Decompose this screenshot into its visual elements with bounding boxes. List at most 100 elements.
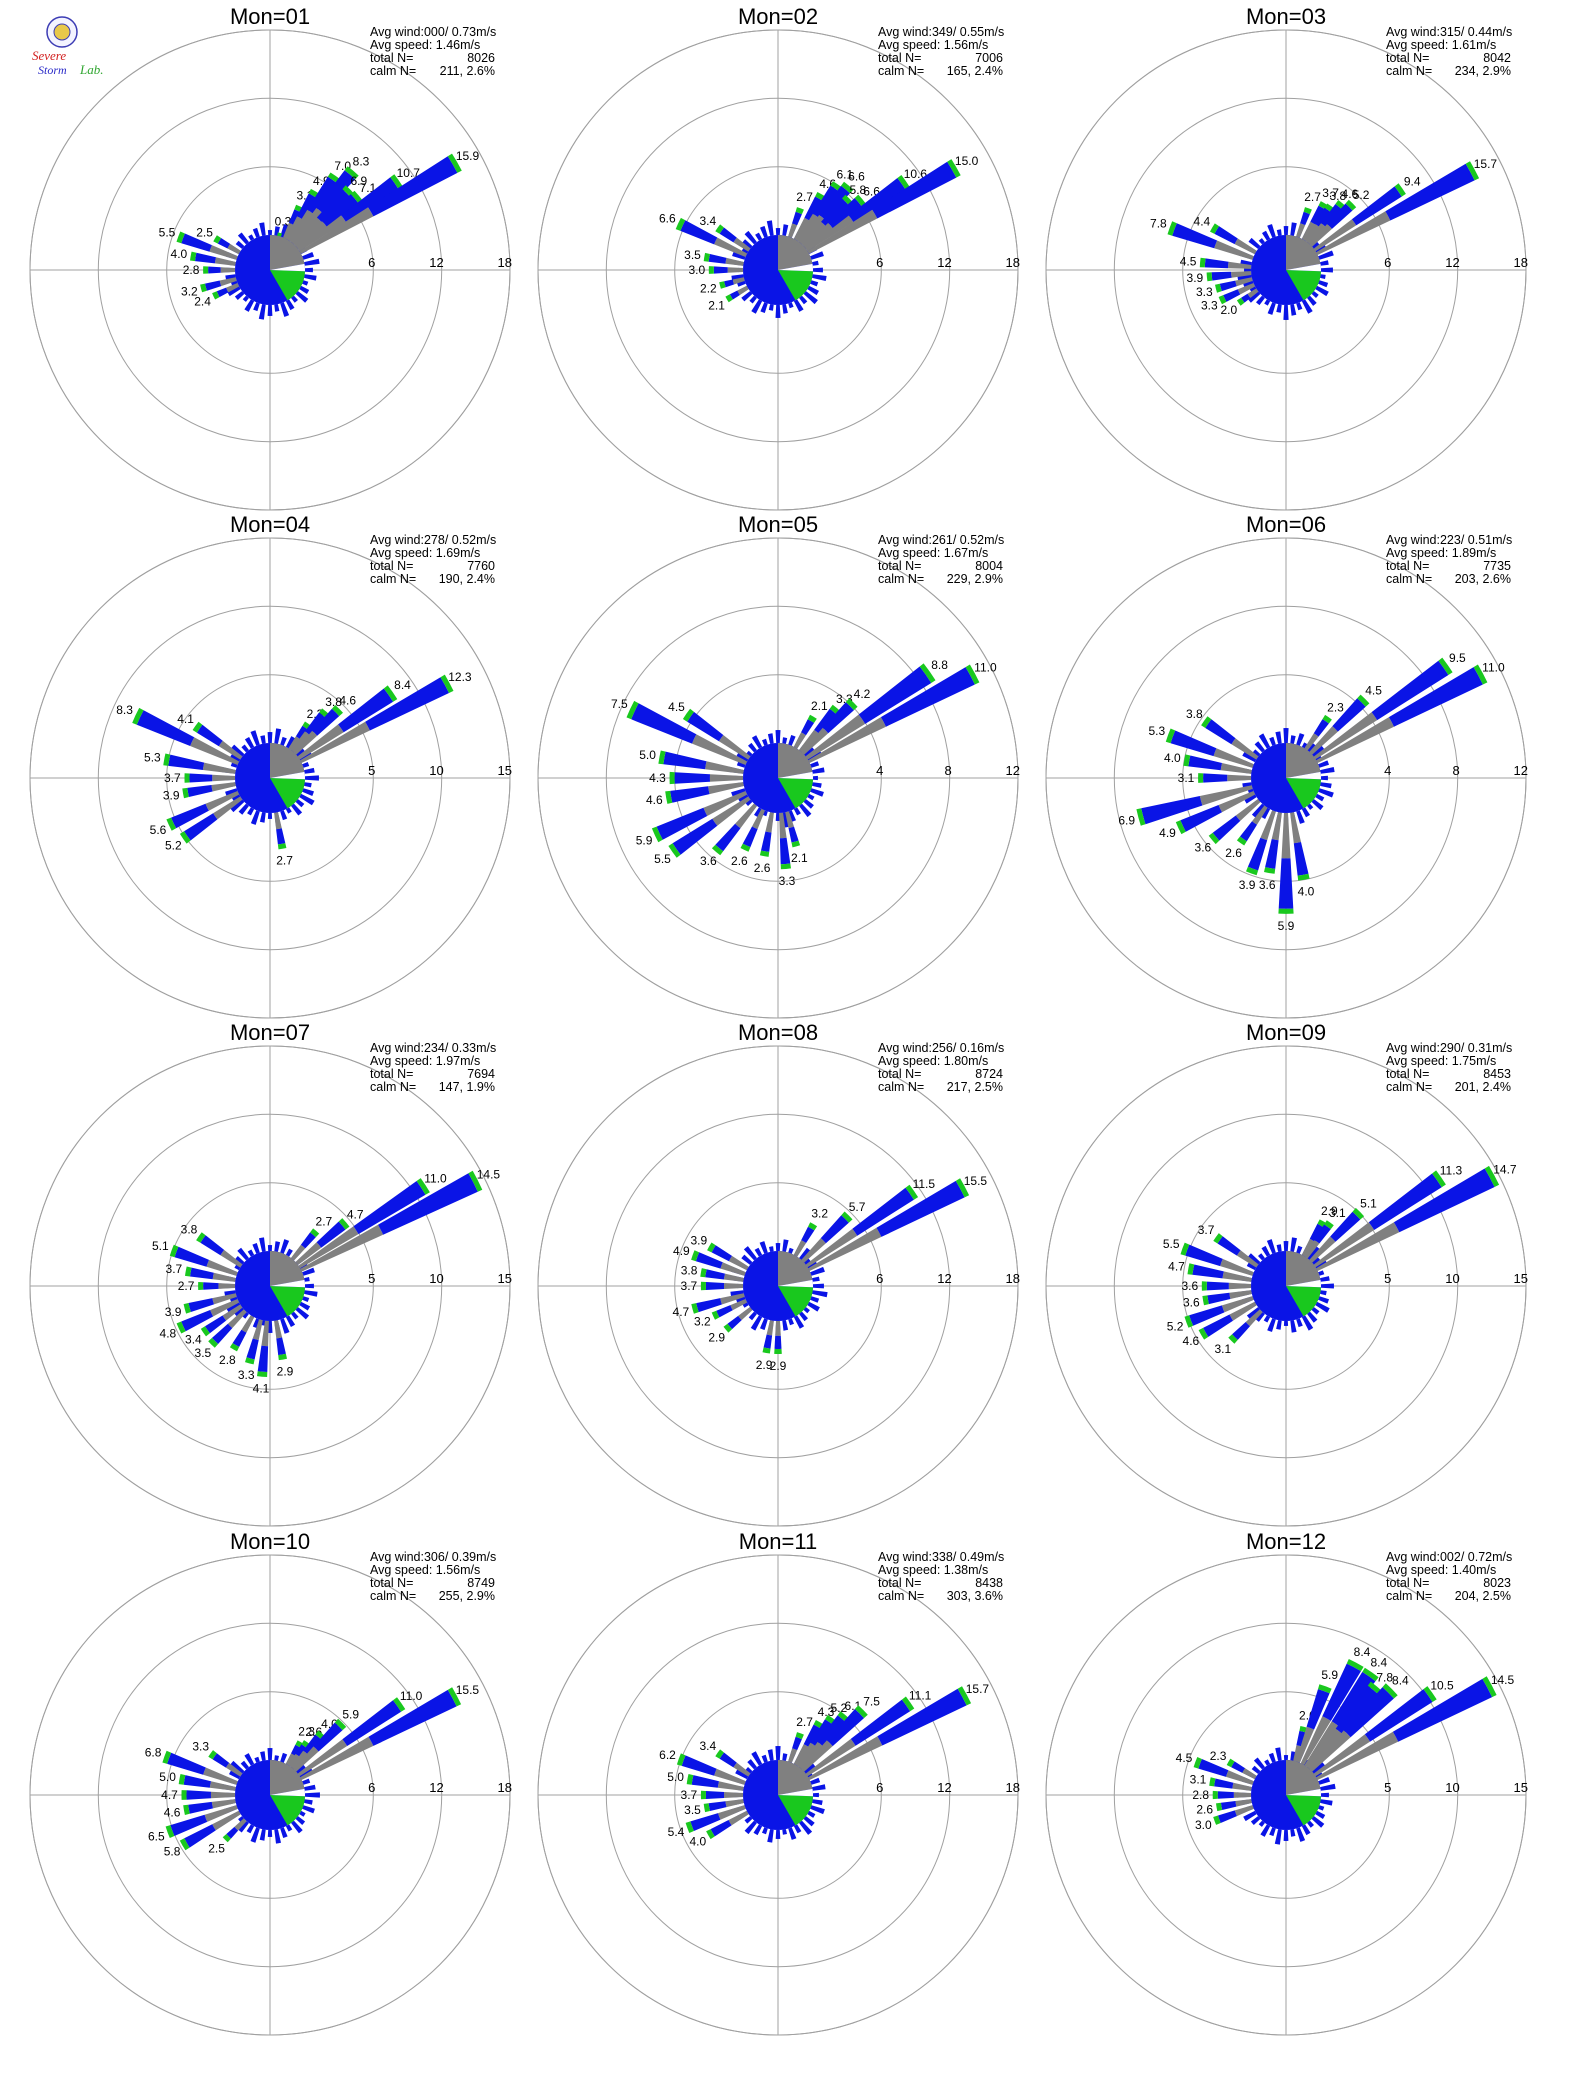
petal-value-label: 4.6: [164, 1805, 181, 1819]
minor-petal: [793, 299, 804, 312]
petal-tip: [178, 1774, 186, 1785]
petal-tip: [208, 1337, 219, 1348]
petal-tip: [1183, 754, 1191, 767]
minor-petal: [305, 1792, 320, 1798]
petal-calm-segment: [274, 1320, 283, 1339]
minor-petal: [225, 274, 236, 281]
petal: [1321, 204, 1343, 228]
petal: [1211, 271, 1232, 281]
petal: [1189, 1305, 1225, 1326]
petal-tip: [1212, 1790, 1218, 1800]
minor-petal: [803, 1762, 816, 1774]
petal: [205, 280, 222, 291]
minor-petal: [299, 285, 310, 294]
petal: [1368, 1173, 1442, 1230]
petal-tip: [1303, 207, 1312, 215]
petal-tip: [700, 1790, 706, 1800]
petal: [1393, 1168, 1495, 1233]
minor-petal: [1242, 782, 1252, 788]
petal-tip: [1465, 161, 1480, 181]
minor-petal: [1318, 1777, 1330, 1785]
minor-petal: [748, 742, 757, 753]
petal-tip: [762, 1347, 771, 1354]
petal-tip: [1482, 1676, 1497, 1698]
minor-petal: [1318, 1805, 1325, 1811]
ring-tick-label: 4: [1384, 763, 1391, 778]
petal-calm-segment: [209, 1781, 236, 1791]
minor-petal: [1254, 741, 1265, 753]
minor-petal: [1251, 803, 1265, 818]
minor-petal: [803, 1816, 815, 1827]
petal-tip: [1180, 1242, 1190, 1256]
petal-tip: [685, 1821, 694, 1833]
minor-petal: [744, 1820, 757, 1835]
minor-petal: [225, 788, 238, 797]
ring-tick-label: 18: [1006, 255, 1020, 270]
petal-value-label: 14.7: [1493, 1163, 1517, 1177]
minor-petal: [803, 1258, 811, 1265]
minor-petal: [280, 224, 289, 238]
stat-avg-wind: Avg wind:278/ 0.52m/s: [370, 533, 496, 547]
petal-value-label: 4.3: [818, 1705, 835, 1719]
minor-petal: [304, 1277, 310, 1282]
petal-value-label: 5.9: [1321, 1668, 1338, 1682]
wind-rose-panel: 5 10 15 2.7 4.7 11.0 14.5 5.1 3.8 3.7 2.7 3.9 4.8 3.4…: [29, 1020, 512, 1527]
petal: [187, 785, 213, 797]
petal-calm-segment: [213, 796, 243, 820]
petal: [876, 1180, 965, 1237]
stat-calm-n-value: 229, 2.9%: [947, 572, 1003, 586]
petal-tip: [390, 174, 403, 189]
panel-title: Mon=01: [230, 4, 310, 29]
minor-petal: [799, 1311, 808, 1322]
panel-title: Mon=10: [230, 1529, 310, 1554]
petal: [1322, 1663, 1361, 1721]
petal-value-label: 4.5: [668, 700, 685, 714]
minor-petal: [782, 304, 788, 314]
minor-petal: [1283, 1755, 1289, 1760]
minor-petal: [812, 1784, 826, 1791]
petal-value-label: 5.5: [159, 226, 176, 240]
petal-calm-segment: [1213, 748, 1254, 768]
logo-severe: Severe: [32, 48, 66, 63]
petal-calm-segment: [1307, 223, 1327, 245]
petal: [1203, 773, 1228, 783]
minor-petal: [788, 735, 796, 746]
stat-calm-n: calm N=: [878, 64, 924, 78]
panel-title: Mon=06: [1246, 512, 1326, 537]
petal: [217, 238, 230, 249]
ring-tick-label: 12: [1006, 763, 1020, 778]
minor-petal: [1283, 728, 1289, 743]
petal-calm-segment: [297, 1739, 348, 1777]
petal: [814, 708, 838, 734]
petal: [316, 1221, 346, 1248]
stat-avg-wind: Avg wind:349/ 0.55m/s: [878, 25, 1004, 39]
petal: [1388, 667, 1483, 727]
petal: [196, 724, 223, 747]
petal: [1214, 226, 1238, 245]
petal: [724, 279, 734, 288]
petal-value-label: 3.5: [684, 248, 701, 262]
minor-petal: [810, 251, 824, 260]
minor-petal: [761, 1754, 768, 1763]
wind-rose-panel: 5 10 152.65.98.48.47.8 8.4 10.5 14.54.5 2.33.1…: [1045, 1529, 1528, 2036]
center-sector-grey: [1286, 742, 1321, 778]
petal: [1300, 211, 1310, 226]
petal-value-label: 5.5: [1163, 1237, 1180, 1251]
ring-tick-label: 6: [368, 1780, 375, 1795]
petal-tip: [1345, 199, 1357, 211]
minor-petal: [274, 1829, 281, 1844]
minor-petal: [1275, 1747, 1282, 1761]
minor-petal: [1283, 226, 1289, 235]
minor-petal: [812, 274, 827, 281]
petal-calm-segment: [805, 1228, 858, 1268]
minor-petal: [305, 267, 313, 273]
petal-tip: [1362, 1667, 1379, 1682]
petal-calm-segment: [1296, 1726, 1315, 1763]
minor-petal: [1243, 280, 1254, 288]
petal-tip: [1228, 1334, 1238, 1344]
petal-value-label: 4.7: [673, 1305, 690, 1319]
petal-tip: [1213, 1233, 1223, 1244]
minor-petal: [295, 1764, 306, 1774]
petal-value-label: 2.3: [1210, 1749, 1227, 1763]
petal-tip: [1216, 1802, 1223, 1812]
